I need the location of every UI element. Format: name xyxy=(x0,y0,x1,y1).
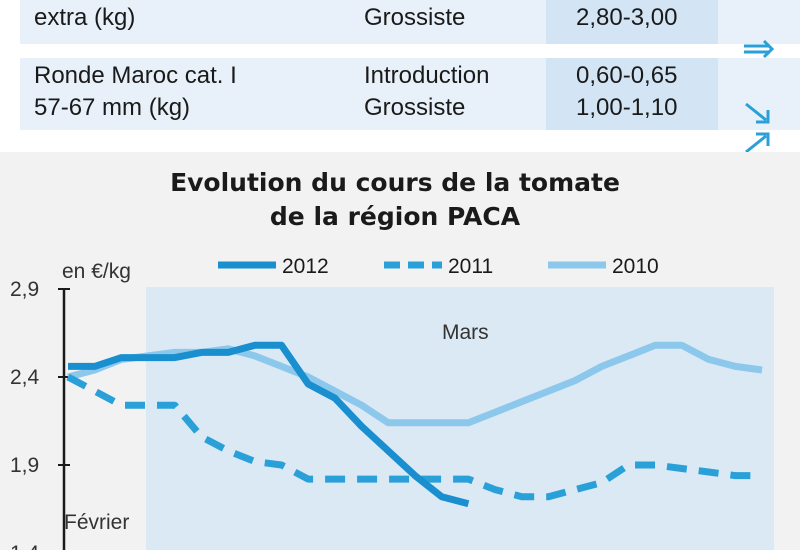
price-cell: 2,80-3,00 xyxy=(576,4,678,31)
legend-label-2010: 2010 xyxy=(612,255,659,278)
series-line-2012 xyxy=(68,341,470,508)
legend-label-2011: 2011 xyxy=(448,255,493,278)
y-tick-label: 1,4 xyxy=(10,542,40,550)
y-tick-label: 2,4 xyxy=(10,366,40,389)
arrow-right-icon xyxy=(738,4,788,75)
y-tick-label: 1,9 xyxy=(10,454,39,477)
price-cell: 0,60-0,65 1,00-1,10 xyxy=(576,62,678,121)
legend-label-2012: 2012 xyxy=(282,255,329,278)
table-row: Ronde Maroc cat. I 57-67 mm (kg) Introdu… xyxy=(20,58,800,154)
annotation-mars: Mars xyxy=(442,321,489,344)
arrow-down-up-icon xyxy=(738,66,788,167)
price-cell-bg xyxy=(546,0,718,44)
table-row: extra (kg) Grossiste 2,80-3,00 xyxy=(20,0,800,59)
chart-title-line: Evolution du cours de la tomate xyxy=(170,168,620,197)
y-tick-label: 2,9 xyxy=(10,278,39,301)
stage-cell: Introduction Grossiste xyxy=(364,62,490,121)
chart-title: Evolution du cours de la tomate de la ré… xyxy=(0,166,790,234)
mars-period-band xyxy=(146,287,774,550)
annotation-fevrier: Février xyxy=(64,511,129,534)
chart-panel: Evolution du cours de la tomate de la ré… xyxy=(0,152,800,550)
product-cell: extra (kg) xyxy=(34,4,136,31)
chart-title-line: de la région PACA xyxy=(269,202,521,231)
stage-cell: Grossiste xyxy=(364,4,466,31)
price-cell-bg xyxy=(546,58,718,130)
product-cell: Ronde Maroc cat. I 57-67 mm (kg) xyxy=(34,62,237,121)
price-table: extra (kg) Grossiste 2,80-3,00 Ronde Mar… xyxy=(0,0,800,154)
y-axis-label: en €/kg xyxy=(62,260,131,283)
line-chart: 1,4 1,9 2,4 2,9 2012 2011 2010 en €/kg Mars F… xyxy=(10,255,774,550)
series-line-2011 xyxy=(66,373,762,501)
